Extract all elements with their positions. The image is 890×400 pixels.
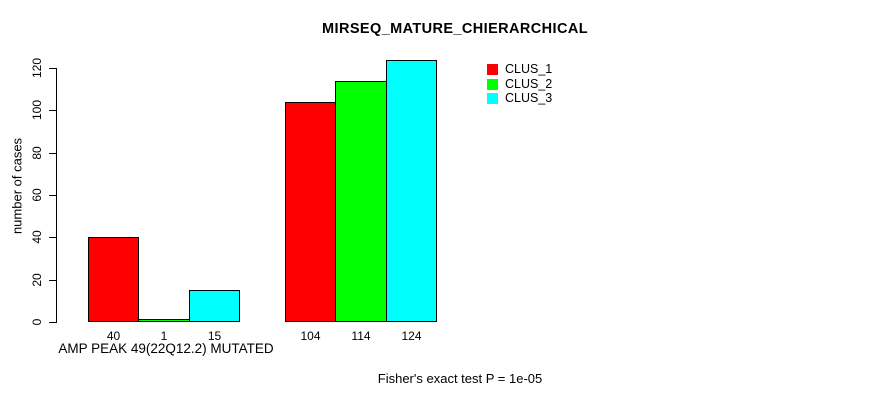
legend-swatch-clus_1: [487, 64, 498, 75]
y-axis-title: number of cases: [9, 137, 25, 235]
legend-swatch-clus_2: [487, 78, 498, 90]
y-axis-tick: [49, 237, 56, 238]
bar-value-label: 40: [106, 329, 121, 343]
y-axis-line: [56, 68, 57, 323]
legend-item-clus_2: CLUS_2: [487, 76, 553, 91]
y-axis-tick: [49, 153, 56, 154]
bar-clus_1-group1: [88, 237, 139, 322]
x-axis-group-label: AMP PEAK 49(22Q12.2) MUTATED: [58, 341, 274, 356]
y-axis-tick: [49, 110, 56, 111]
legend-label: CLUS_3: [505, 91, 553, 105]
legend-label: CLUS_2: [505, 76, 553, 91]
y-axis-tick: [49, 280, 56, 281]
y-axis-tick-label: 100: [30, 99, 44, 121]
chart-title: MIRSEQ_MATURE_CHIERARCHICAL: [322, 21, 588, 37]
bar-value-label: 104: [300, 329, 321, 343]
legend: CLUS_1 CLUS_2 CLUS_3: [487, 62, 553, 108]
legend-label: CLUS_1: [505, 62, 553, 76]
y-axis-tick-label: 80: [30, 146, 44, 160]
bar-value-label: 114: [351, 329, 371, 343]
y-axis-tick-label: 60: [30, 188, 44, 202]
y-axis-tick: [49, 322, 56, 323]
legend-item-clus_3: CLUS_3: [487, 91, 553, 105]
bar-clus_3-group2: [386, 60, 437, 322]
y-axis-tick: [49, 68, 56, 69]
legend-item-clus_1: CLUS_1: [487, 62, 553, 76]
bar-value-label: 1: [160, 329, 168, 343]
bar-value-label: 124: [401, 329, 422, 343]
y-axis-tick-label: 20: [30, 273, 44, 287]
bar-clus_1-group2: [285, 102, 336, 322]
bar-clus_2-group2: [335, 81, 387, 322]
fisher-test-annotation: Fisher's exact test P = 1e-05: [377, 371, 543, 386]
y-axis-tick-label: 0: [30, 318, 44, 326]
y-axis-tick: [49, 195, 56, 196]
legend-swatch-clus_3: [487, 93, 498, 104]
bar-value-label: 15: [207, 329, 222, 343]
y-axis-tick-label: 40: [30, 230, 44, 244]
bar-clus_3-group1: [189, 290, 240, 322]
y-axis-tick-label: 120: [30, 57, 44, 79]
bar-clus_2-group1: [138, 319, 190, 322]
